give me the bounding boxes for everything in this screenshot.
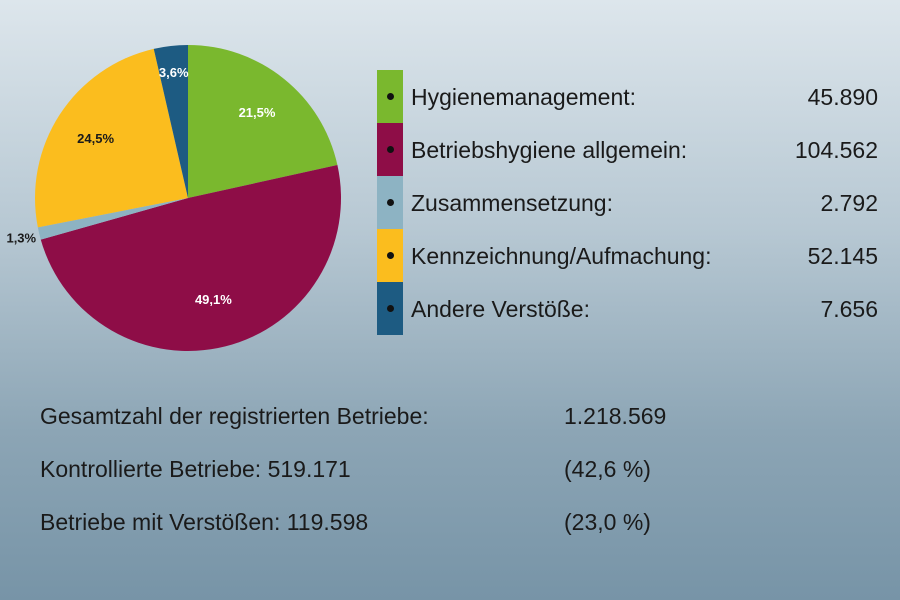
legend-swatch (377, 282, 403, 335)
legend-item-kennzeichnung: Kennzeichnung/Aufmachung: 52.145 (377, 229, 882, 282)
pie-labels: 21,5% 49,1% 1,3% 24,5% 3,6% (6, 65, 275, 307)
stat-value: 1.218.569 (564, 403, 667, 429)
pie-slice-label: 21,5% (239, 105, 276, 120)
pie-slice (37, 198, 189, 240)
pie-slice (35, 48, 189, 228)
pie-slices (35, 45, 341, 351)
stat-row-violations: Betriebe mit Verstößen: 119.598 (23,0 %) (40, 508, 860, 561)
pie-slice-label: 1,3% (6, 231, 36, 246)
bullet-icon (387, 305, 394, 312)
legend: Hygienemanagement: 45.890 Betriebshygien… (377, 70, 882, 335)
legend-label: Betriebshygiene allgemein: (411, 137, 688, 163)
summary-stats: Gesamtzahl der registrierten Betriebe: 1… (40, 402, 860, 561)
pie-slice-label: 24,5% (77, 131, 114, 146)
legend-item-zusammensetzung: Zusammensetzung: 2.792 (377, 176, 882, 229)
stat-row-controlled: Kontrollierte Betriebe: 519.171 (42,6 %) (40, 455, 860, 508)
pie-chart: 21,5% 49,1% 1,3% 24,5% 3,6% (6, 45, 341, 351)
legend-value: 7.656 (820, 296, 878, 322)
bullet-icon (387, 252, 394, 259)
legend-swatch (377, 176, 403, 229)
legend-value: 45.890 (807, 84, 878, 110)
stat-label: Betriebe mit Verstößen: 119.598 (40, 509, 369, 535)
stat-value: (23,0 %) (564, 509, 651, 535)
legend-swatch (377, 229, 403, 282)
legend-label: Andere Verstöße: (411, 296, 590, 322)
bullet-icon (387, 93, 394, 100)
pie-slice (40, 165, 341, 351)
stat-label: Gesamtzahl der registrierten Betriebe: (40, 403, 429, 429)
legend-value: 104.562 (794, 137, 878, 163)
legend-swatch (377, 123, 403, 176)
bullet-icon (387, 199, 394, 206)
pie-slice (188, 45, 338, 198)
pie-slice (153, 45, 188, 198)
stat-row-total: Gesamtzahl der registrierten Betriebe: 1… (40, 402, 860, 455)
legend-value: 52.145 (807, 243, 878, 269)
stat-value: (42,6 %) (564, 456, 651, 482)
legend-swatch (377, 70, 403, 123)
pie-slice-label: 49,1% (195, 292, 232, 307)
legend-label: Zusammensetzung: (411, 190, 613, 216)
legend-label: Hygienemanagement: (411, 84, 637, 110)
legend-label: Kennzeichnung/Aufmachung: (411, 243, 712, 269)
pie-slice-label: 3,6% (159, 65, 189, 80)
legend-item-betriebshygiene: Betriebshygiene allgemein: 104.562 (377, 123, 882, 176)
bullet-icon (387, 146, 394, 153)
legend-item-hygienemanagement: Hygienemanagement: 45.890 (377, 70, 882, 123)
legend-item-andere-verstoesse: Andere Verstöße: 7.656 (377, 282, 882, 335)
legend-value: 2.792 (820, 190, 878, 216)
stat-label: Kontrollierte Betriebe: 519.171 (40, 456, 351, 482)
